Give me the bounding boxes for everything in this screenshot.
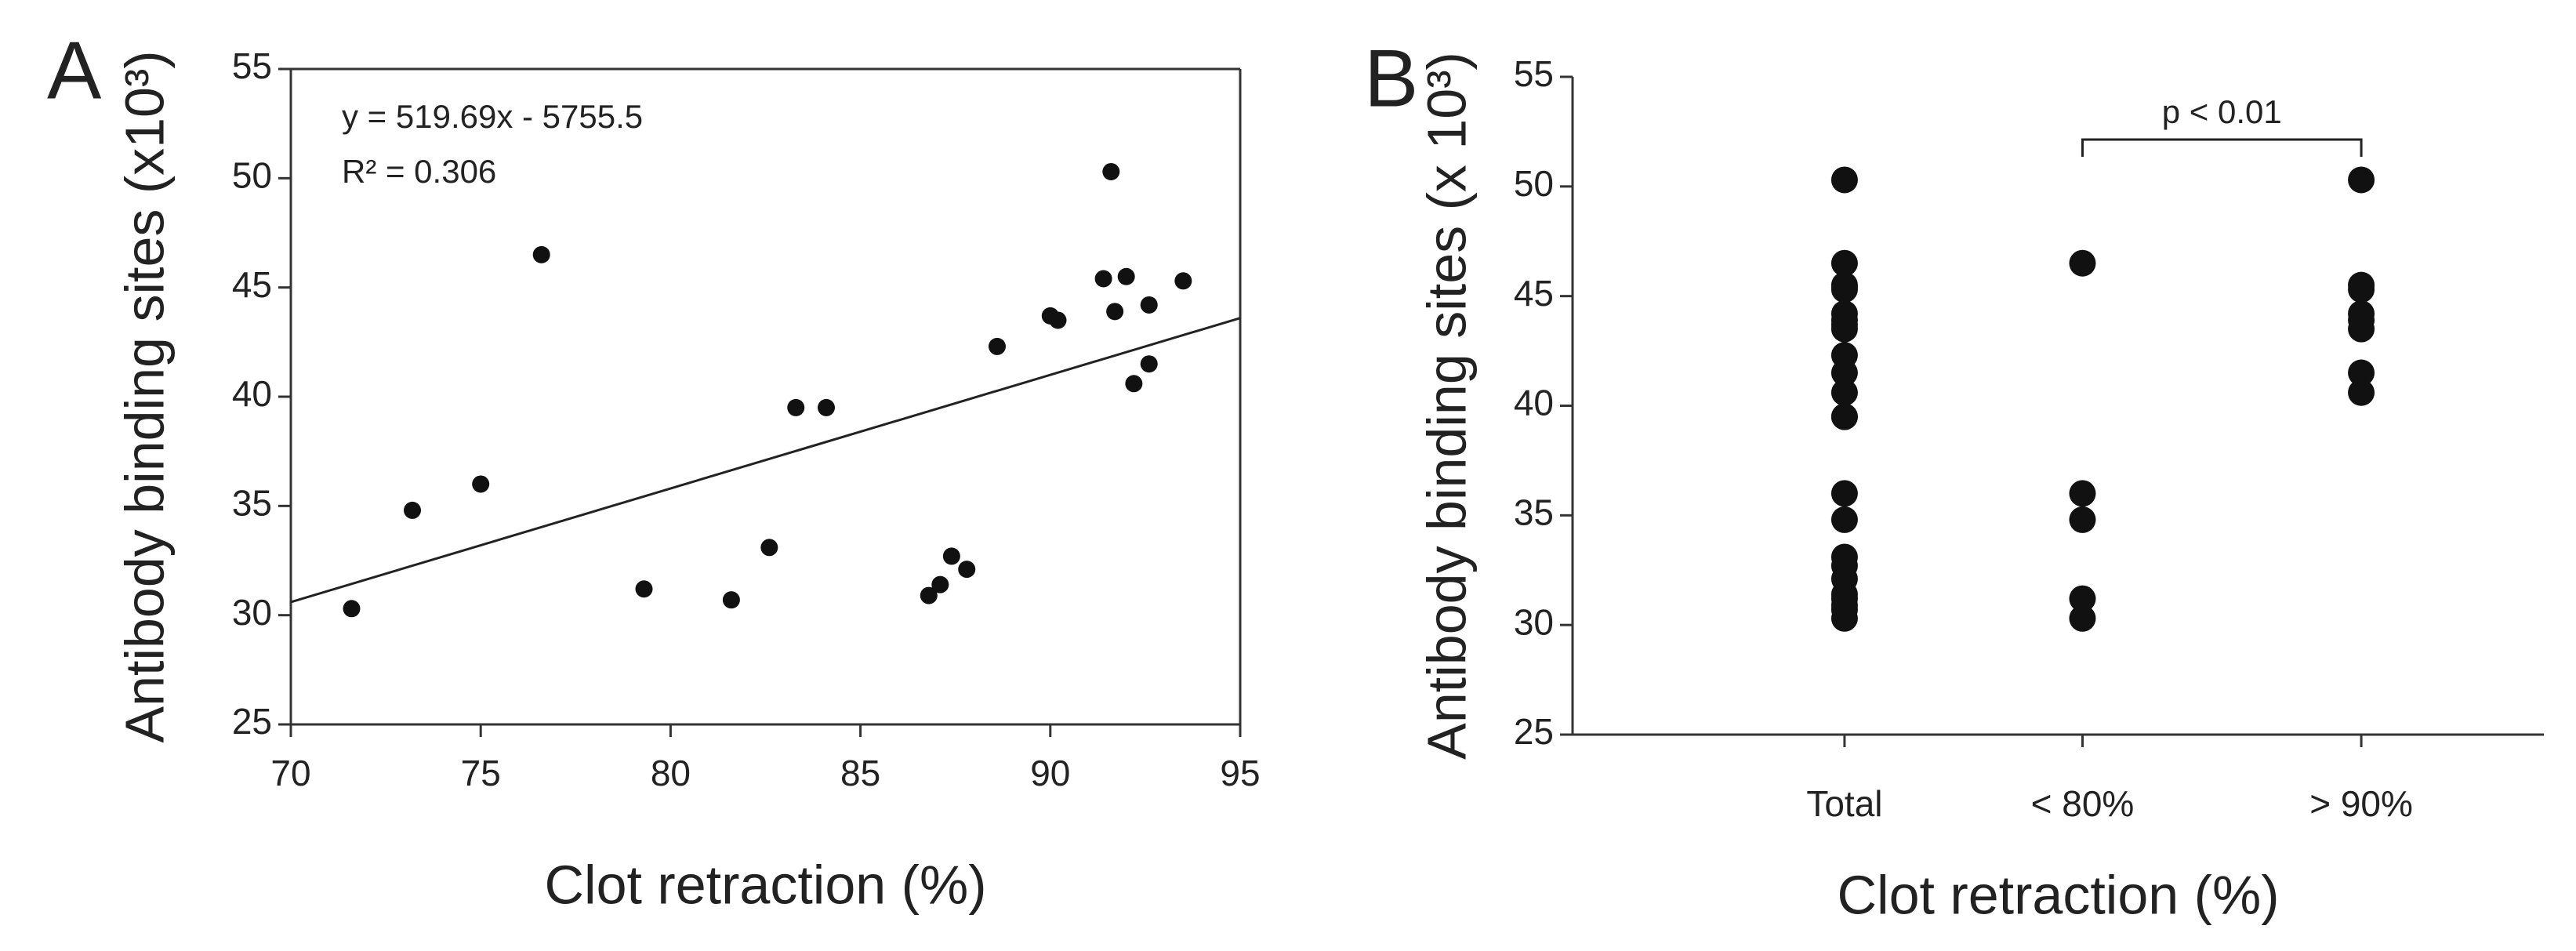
panel-label: A — [47, 25, 102, 116]
x-tick-label: > 90% — [2309, 783, 2413, 824]
x-tick-label: 70 — [270, 753, 310, 793]
y-tick-label: 45 — [232, 264, 272, 305]
y-tick-label: 25 — [232, 701, 272, 742]
x-tick-label: 80 — [651, 753, 691, 793]
annotation: y = 519.69x - 5755.5 — [342, 98, 643, 135]
y-tick-label: 35 — [1514, 492, 1554, 532]
point — [1830, 379, 1858, 406]
point — [2348, 166, 2375, 194]
point — [1102, 162, 1120, 180]
point — [2069, 480, 2096, 507]
point — [2348, 276, 2375, 303]
point — [988, 337, 1006, 355]
point — [2348, 315, 2375, 343]
point — [1049, 311, 1067, 329]
point — [2348, 359, 2375, 387]
point — [818, 398, 836, 416]
x-axis-title: Clot retraction (%) — [544, 854, 986, 915]
point — [1830, 565, 1858, 593]
annotation: R² = 0.306 — [342, 153, 496, 190]
y-tick-label: 45 — [1514, 273, 1554, 314]
point — [1174, 272, 1192, 290]
y-tick-label: 40 — [1514, 383, 1554, 423]
point — [1830, 276, 1858, 303]
point — [472, 475, 490, 493]
x-tick-label: 75 — [461, 753, 501, 793]
y-tick-label: 25 — [1514, 711, 1554, 752]
y-tick-label: 50 — [1514, 163, 1554, 204]
point — [1140, 355, 1158, 373]
point — [1830, 403, 1858, 430]
point — [1094, 270, 1112, 288]
point — [532, 245, 550, 263]
point — [635, 580, 653, 598]
point — [404, 501, 422, 519]
point — [1117, 267, 1135, 285]
point — [1830, 300, 1858, 328]
y-axis-title: Antibody binding sites (x10³) — [114, 50, 175, 742]
point — [760, 539, 778, 557]
y-axis-title: Antibody binding sites (x 10³) — [1416, 52, 1477, 760]
point — [1140, 296, 1158, 314]
point — [1106, 303, 1124, 321]
x-tick-label: < 80% — [2031, 783, 2135, 824]
point — [1830, 480, 1858, 507]
y-tick-label: 30 — [1514, 601, 1554, 642]
point — [722, 591, 740, 609]
y-tick-label: 55 — [1514, 53, 1554, 94]
y-tick-label: 30 — [232, 592, 272, 633]
y-tick-label: 40 — [232, 373, 272, 414]
significance-bracket — [2081, 138, 2363, 157]
point — [343, 600, 361, 618]
point — [2069, 249, 2096, 277]
x-axis-title: Clot retraction (%) — [1837, 864, 2279, 925]
point — [931, 575, 949, 593]
point — [942, 547, 960, 565]
panel-label: B — [1364, 33, 1418, 124]
x-tick-label: 85 — [840, 753, 880, 793]
y-tick-label: 35 — [232, 482, 272, 523]
point — [1830, 359, 1858, 387]
x-tick-label: Total — [1806, 783, 1882, 824]
point — [2069, 604, 2096, 632]
significance-label: p < 0.01 — [2162, 93, 2282, 130]
x-tick-label: 90 — [1030, 753, 1070, 793]
point — [1830, 506, 1858, 533]
point — [1125, 375, 1143, 393]
x-tick-label: 95 — [1220, 753, 1260, 793]
point — [2348, 379, 2375, 406]
trendline — [290, 317, 1241, 604]
y-tick-label: 50 — [232, 154, 272, 195]
point — [958, 561, 976, 579]
point — [1830, 166, 1858, 194]
point — [920, 586, 938, 604]
point — [1830, 249, 1858, 277]
point — [787, 398, 805, 416]
y-tick-label: 55 — [232, 45, 272, 86]
point — [2069, 506, 2096, 533]
point — [2069, 585, 2096, 612]
